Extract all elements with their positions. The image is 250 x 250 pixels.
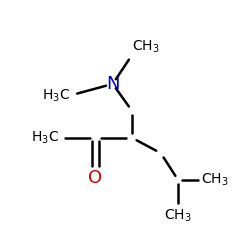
Text: CH$_3$: CH$_3$ — [164, 207, 192, 224]
Text: H$_3$C: H$_3$C — [31, 130, 59, 146]
Text: CH$_3$: CH$_3$ — [132, 38, 160, 55]
Text: N: N — [106, 75, 120, 93]
Text: O: O — [88, 168, 102, 186]
Text: H$_3$C: H$_3$C — [42, 87, 70, 104]
Text: CH$_3$: CH$_3$ — [201, 172, 229, 188]
